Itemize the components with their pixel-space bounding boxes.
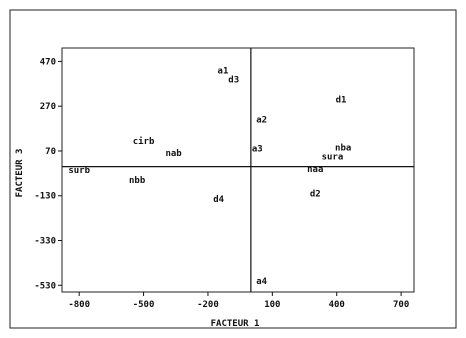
- point-label-d2: d2: [310, 190, 321, 200]
- axis-ticks: -800 -500 -200 100 400 700 470 270 70 -130 -330 -53…: [34, 57, 409, 310]
- reference-lines: [62, 48, 414, 292]
- point-label-d1: d1: [336, 95, 347, 105]
- y-axis-label: FACTEUR 3: [15, 149, 25, 198]
- point-label-nab: nab: [165, 149, 182, 159]
- y-tick-label: -330: [34, 237, 56, 247]
- point-label-cirb: cirb: [133, 136, 155, 147]
- point-label-surb: surb: [68, 166, 90, 176]
- y-tick-label: -130: [34, 192, 56, 202]
- x-tick-label: -800: [68, 300, 90, 310]
- y-tick-label: 70: [45, 147, 56, 157]
- point-label-nba: nba: [335, 144, 351, 154]
- point-label-a3: a3: [252, 145, 263, 155]
- point-label-d4: d4: [213, 195, 224, 205]
- point-label-d3: d3: [228, 75, 239, 85]
- point-label-a4: a4: [256, 277, 267, 287]
- y-tick-label: -530: [34, 281, 56, 291]
- outer-frame: [9, 9, 457, 329]
- x-tick-label: -500: [133, 300, 155, 310]
- y-tick-label: 270: [40, 102, 56, 112]
- x-tick-label: 400: [329, 300, 345, 310]
- point-label-nbb: nbb: [129, 176, 146, 186]
- x-axis-label: FACTEUR 1: [211, 319, 260, 329]
- point-label-sura: sura: [322, 153, 344, 163]
- x-tick-label: 700: [393, 300, 409, 310]
- point-label-a1: a1: [218, 66, 229, 76]
- x-tick-label: -200: [197, 300, 219, 310]
- point-label-naa: naa: [307, 165, 323, 175]
- point-label-a2: a2: [256, 116, 267, 126]
- plot-frame: [61, 47, 415, 293]
- x-tick-label: 100: [264, 300, 280, 310]
- y-tick-label: 470: [40, 57, 56, 67]
